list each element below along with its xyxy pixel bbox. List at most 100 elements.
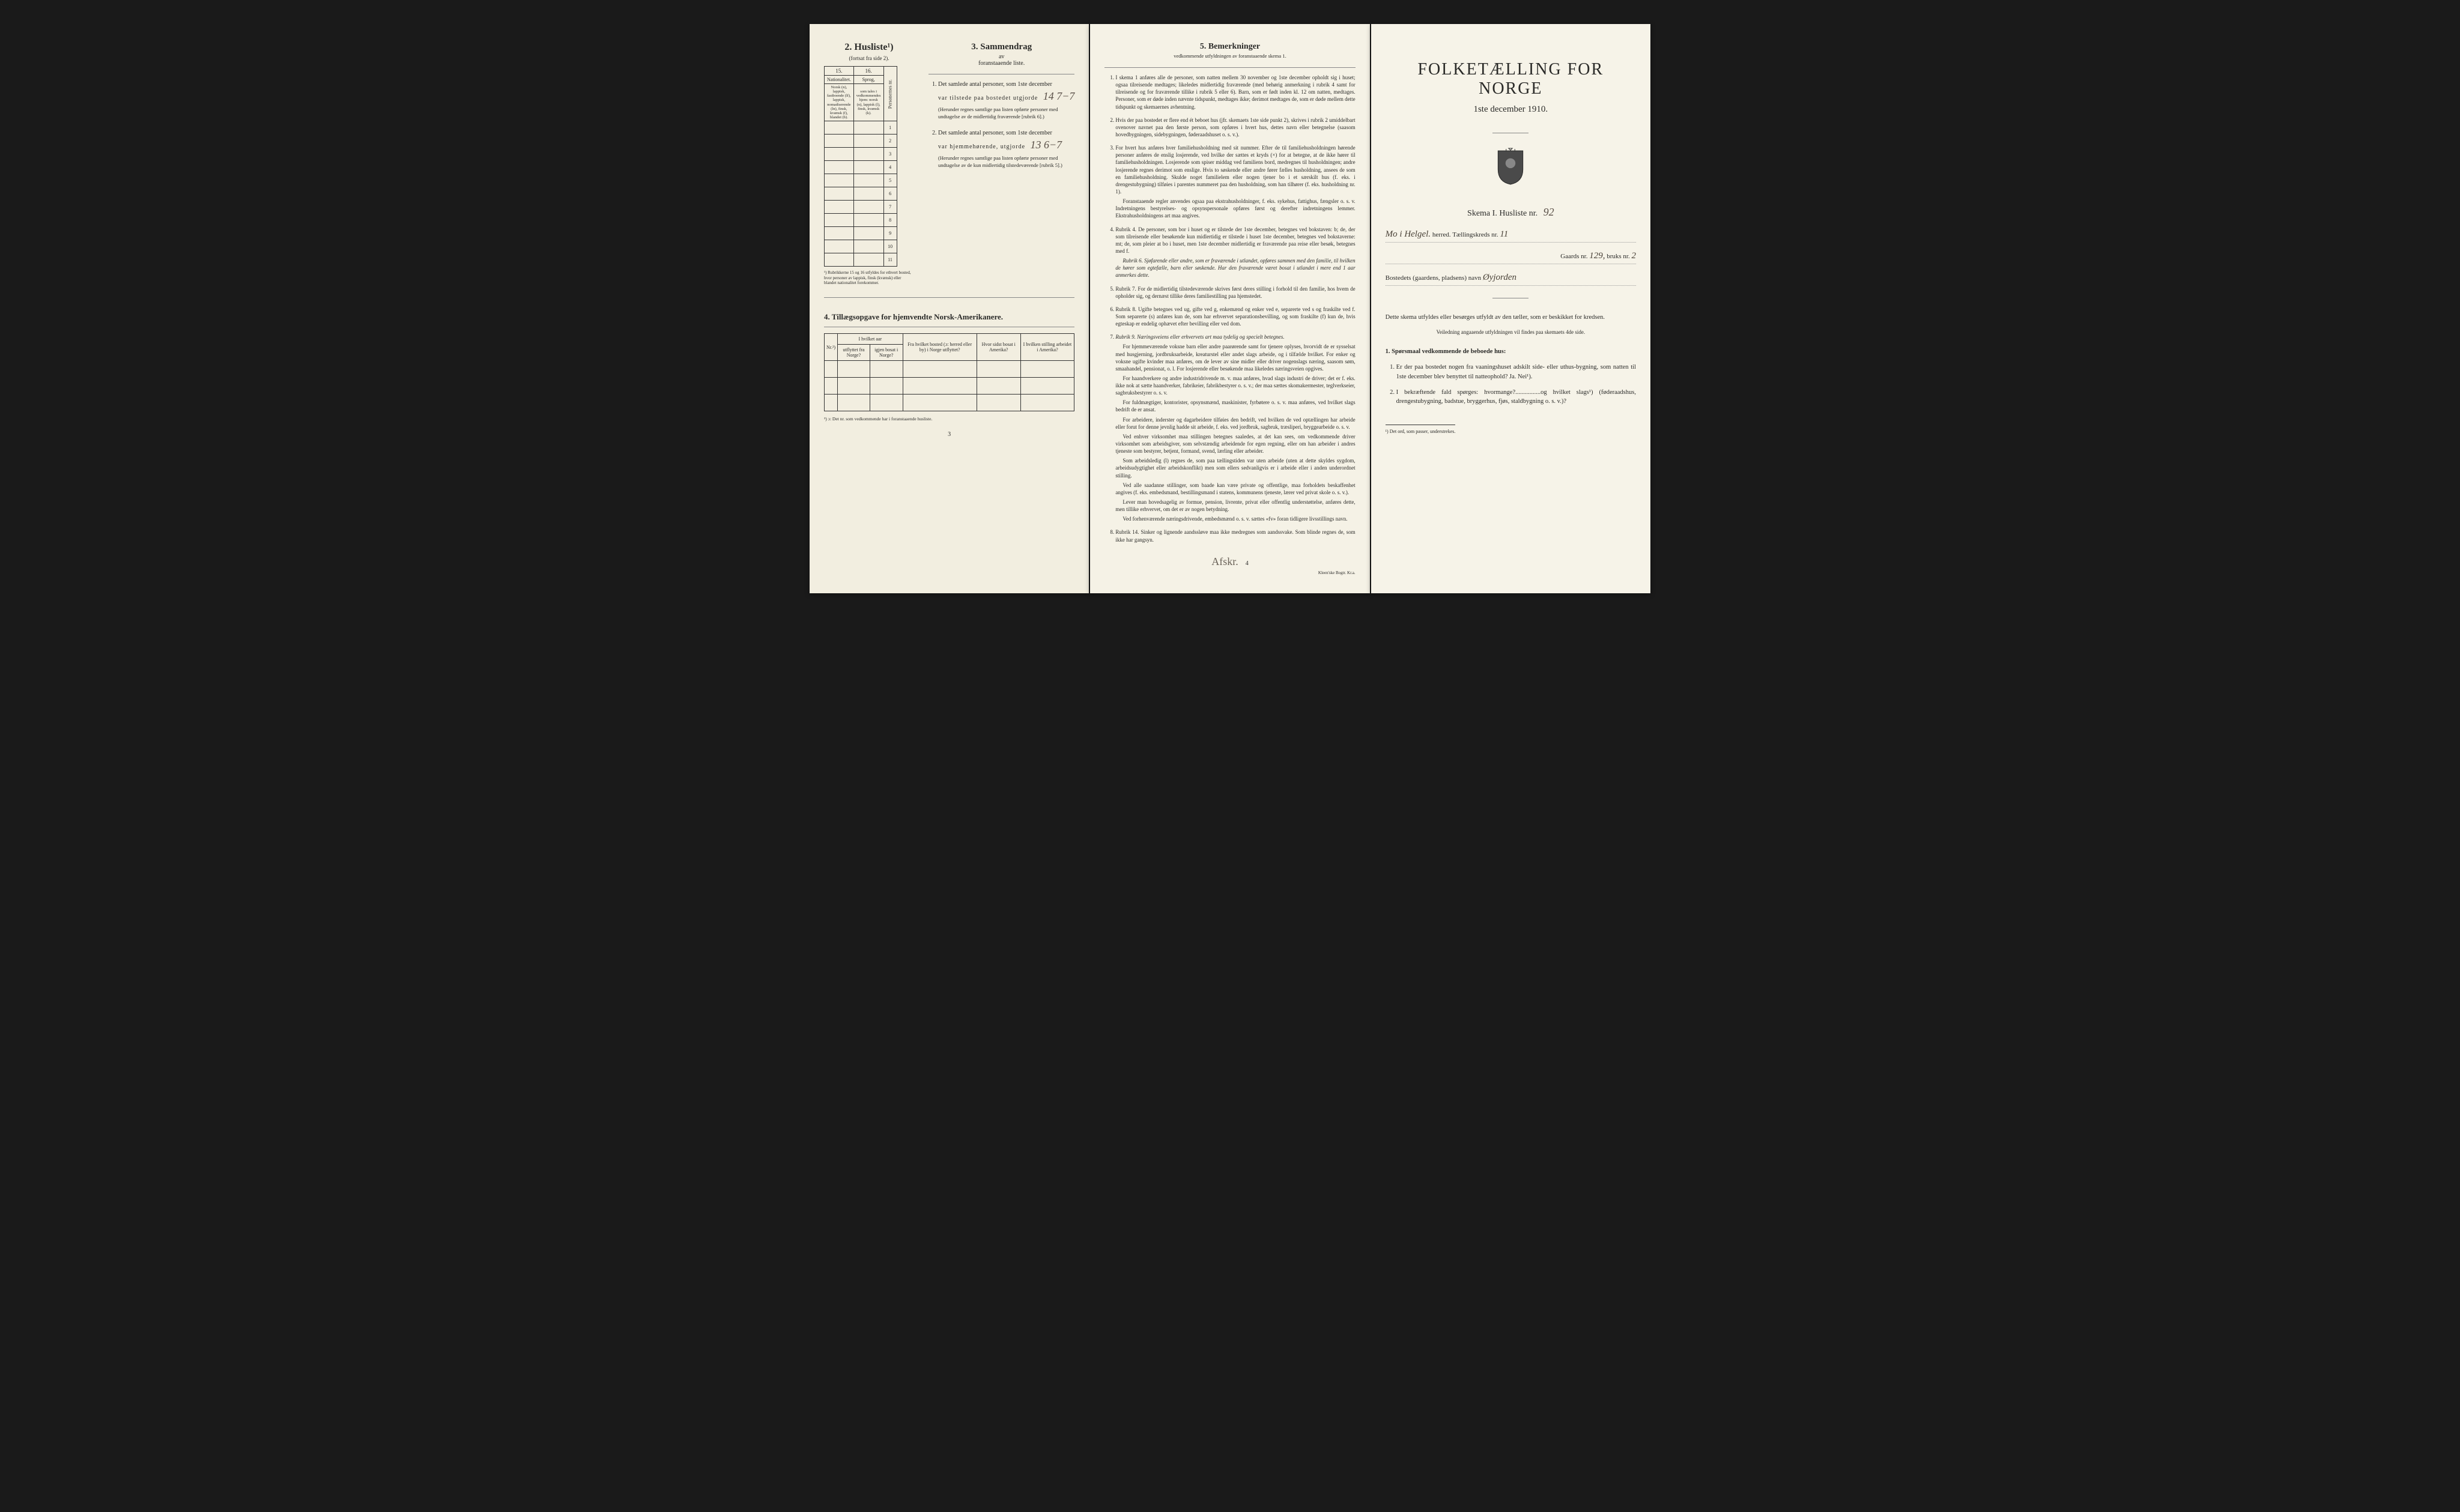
bosted-hand: Øyjorden	[1483, 273, 1516, 282]
bruk-hand: 2	[1631, 251, 1636, 261]
section5-title: 5. Bemerkninger	[1104, 42, 1355, 52]
signature-hand: Afskr.	[1211, 555, 1238, 567]
remark-7-p7: Ved alle saadanne stillinger, som baade …	[1115, 482, 1355, 496]
census-date: 1ste december 1910.	[1386, 104, 1636, 115]
row-5: 5	[883, 174, 897, 187]
right-body: Dette skema utfyldes eller besørges utfy…	[1386, 313, 1636, 407]
signature-block: Afskr. 4	[1104, 555, 1355, 568]
header16: Sprog,	[853, 76, 883, 84]
section4-footnote: ²) ɔ: Det nr. som vedkommende har i fora…	[824, 416, 1074, 422]
question-1: Er der paa bostedet nogen fra vaaningshu…	[1396, 363, 1636, 382]
remark-7-p3: For fuldmægtiger, kontorister, opsynsmæn…	[1115, 399, 1355, 413]
page-center: 5. Bemerkninger vedkommende utfyldningen…	[1090, 24, 1369, 593]
pagenum-left: 3	[824, 431, 1074, 438]
census-triptych: 2. Husliste¹) (fortsat fra side 2). 15. …	[810, 24, 1650, 593]
gaard-hand: 129,	[1589, 251, 1605, 261]
question-2: I bekræftende fald spørges: hvormange?..…	[1396, 388, 1636, 407]
ah1: Nr.²)	[825, 334, 838, 361]
amerikanere-table: Nr.²) I hvilket aar Fra hvilket bosted (…	[824, 333, 1074, 411]
remark-7-p5: Ved enhver virksomhet maa stillingen bet…	[1115, 433, 1355, 455]
remark-1: I skema 1 anføres alle de personer, som …	[1115, 74, 1355, 110]
coat-of-arms-icon	[1386, 148, 1636, 188]
remark-7-p1: For hjemmeværende voksne barn eller andr…	[1115, 343, 1355, 372]
item1-hand: 14 7−7	[1043, 90, 1075, 102]
kreds-hand: 11	[1500, 229, 1508, 239]
section3-block: 3. Sammendrag avforanstaaende liste. Det…	[924, 42, 1074, 178]
intro-text: Dette skema utfyldes eller besørges utfy…	[1386, 313, 1636, 322]
item2-paren: (Herunder regnes samtlige paa listen opf…	[938, 155, 1074, 169]
remark-6: Rubrik 8. Ugifte betegnes ved ug, gifte …	[1115, 306, 1355, 327]
row-2: 2	[883, 135, 897, 148]
remark-7-p9: Ved forhenværende næringsdrivende, embed…	[1115, 515, 1355, 522]
remark-8: Rubrik 14. Sinker og lignende aandssløve…	[1115, 528, 1355, 543]
bruk-label: bruks nr.	[1607, 253, 1630, 260]
remark-7-p2: For haandverkere og andre industridriven…	[1115, 375, 1355, 396]
printer-credit: Kleen'ske Bogtr. Kr.a.	[1104, 570, 1355, 575]
row-4: 4	[883, 161, 897, 174]
remark-3-main: For hvert hus anføres hver familiehushol…	[1115, 145, 1355, 195]
row-1: 1	[883, 121, 897, 135]
ah2a: I hvilket aar	[838, 334, 903, 345]
row-11: 11	[883, 253, 897, 267]
bosted-label: Bostedets (gaardens, pladsens) navn	[1386, 274, 1481, 282]
question-title: 1. Spørsmaal vedkommende de beboede hus:	[1386, 347, 1636, 357]
col16-num: 16.	[853, 67, 883, 76]
ah3: Fra hvilket bosted (ɔ: herred eller by) …	[903, 334, 977, 361]
section4-title: 4. Tillægsopgave for hjemvendte Norsk-Am…	[824, 312, 1074, 322]
summary-item-2: Det samlede antal personer, som 1ste dec…	[938, 129, 1074, 169]
herred-label: herred. Tællingskreds nr.	[1432, 231, 1498, 238]
section3-sub1: av	[999, 53, 1004, 60]
nationality-table: 15. 16. Personernes nr. Nationalitet. Sp…	[824, 66, 897, 267]
main-title: FOLKETÆLLING FOR NORGE	[1386, 60, 1636, 98]
item1-paren: (Herunder regnes samtlige paa listen opf…	[938, 106, 1074, 121]
veiledning-text: Veiledning angaaende utfyldningen vil fi…	[1386, 328, 1636, 337]
header15: Nationalitet.	[825, 76, 854, 84]
item2-hand: 13 6−7	[1031, 139, 1062, 151]
page-left: 2. Husliste¹) (fortsat fra side 2). 15. …	[810, 24, 1089, 593]
ah2c: igjen bosat i Norge?	[870, 345, 903, 361]
skema-hand: 92	[1544, 206, 1554, 218]
herred-hand: Mo i Helgel.	[1386, 229, 1431, 239]
col15-num: 15.	[825, 67, 854, 76]
table-row	[825, 395, 1074, 411]
right-footnote: ¹) Det ord, som passer, understrekes.	[1386, 425, 1456, 434]
item1-b: var tilstede paa bostedet utgjorde	[938, 95, 1038, 101]
desc16: som tales i vedkommendes hjem: norsk (n)…	[853, 84, 883, 121]
page-right: FOLKETÆLLING FOR NORGE 1ste december 191…	[1371, 24, 1650, 593]
ah5: I hvilken stilling arbeidet i Amerika?	[1020, 334, 1074, 361]
ah2b: utflyttet fra Norge?	[838, 345, 870, 361]
remark-4-extra: Rubrik 6. Sjøfarende eller andre, som er…	[1115, 257, 1355, 279]
section2-footnote: ¹) Rubrikkerne 15 og 16 utfyldes for eth…	[824, 270, 914, 285]
item2-b: var hjemmehørende, utgjorde	[938, 144, 1025, 150]
row-9: 9	[883, 227, 897, 240]
section2-title: 2. Husliste¹)	[824, 42, 914, 53]
table-row	[825, 361, 1074, 378]
remark-2: Hvis der paa bostedet er flere end ét be…	[1115, 116, 1355, 138]
row-3: 3	[883, 148, 897, 161]
remark-4: Rubrik 4. De personer, som bor i huset o…	[1115, 226, 1355, 279]
remark-7-p8: Lever man hovedsagelig av formue, pensio…	[1115, 498, 1355, 513]
remark-3: For hvert hus anføres hver familiehushol…	[1115, 144, 1355, 219]
row-8: 8	[883, 214, 897, 227]
gaard-label: Gaards nr.	[1560, 253, 1587, 260]
skema-label: Skema I. Husliste nr.	[1467, 209, 1538, 218]
person-col: Personernes nr.	[883, 67, 897, 121]
remark-7-title: Rubrik 9. Næringsveiens eller erhvervets…	[1115, 334, 1284, 340]
table-row	[825, 378, 1074, 395]
section5-subtitle: vedkommende utfyldningen av foranstaaend…	[1104, 53, 1355, 59]
summary-item-1: Det samlede antal personer, som 1ste dec…	[938, 80, 1074, 121]
section2-block: 2. Husliste¹) (fortsat fra side 2). 15. …	[824, 42, 914, 285]
item2-a: Det samlede antal personer, som 1ste dec…	[938, 130, 1052, 136]
section3-title: 3. Sammendrag	[929, 42, 1074, 52]
row-6: 6	[883, 187, 897, 201]
item1-a: Det samlede antal personer, som 1ste dec…	[938, 81, 1052, 88]
remark-7: Rubrik 9. Næringsveiens eller erhvervets…	[1115, 333, 1355, 522]
desc15: Norsk (n), lappisk, fastboende (lf), lap…	[825, 84, 854, 121]
skema-line: Skema I. Husliste nr. 92	[1386, 206, 1636, 219]
bosted-line: Bostedets (gaardens, pladsens) navn Øyjo…	[1386, 273, 1636, 286]
remark-7-p4: For arbeidere, inderster og dagarbeidere…	[1115, 416, 1355, 431]
section2-subtitle: (fortsat fra side 2).	[824, 55, 914, 61]
remark-3-extra: Foranstaaende regler anvendes ogsaa paa …	[1115, 198, 1355, 219]
ah4: Hvor sidst bosat i Amerika?	[977, 334, 1020, 361]
row-7: 7	[883, 201, 897, 214]
